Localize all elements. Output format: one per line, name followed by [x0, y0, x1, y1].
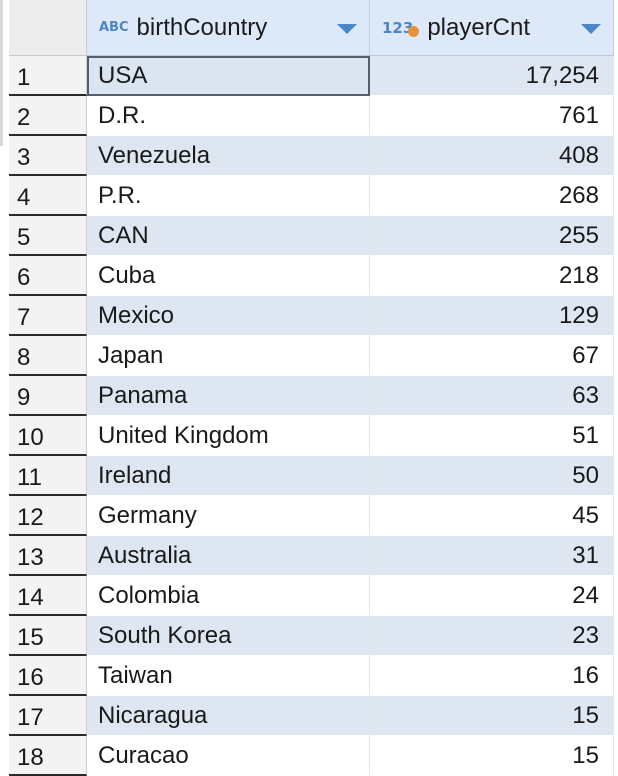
cell-playercnt[interactable]: 15	[370, 736, 614, 776]
cell-birthcountry[interactable]: Cuba	[87, 256, 370, 296]
table-row[interactable]: 4 P.R. 268	[0, 176, 618, 216]
table-row[interactable]: 3 Venezuela 408	[0, 136, 618, 176]
row-number[interactable]: 12	[9, 496, 87, 536]
cell-birthcountry[interactable]: Colombia	[87, 576, 370, 616]
panel-edge	[0, 0, 3, 146]
column-header-row: ABC birthCountry 123 playerCnt	[0, 0, 618, 56]
cell-playercnt[interactable]: 63	[370, 376, 614, 416]
cell-playercnt[interactable]: 761	[370, 96, 614, 136]
cell-birthcountry[interactable]: Mexico	[87, 296, 370, 336]
cell-birthcountry[interactable]: USA	[87, 56, 370, 96]
cell-birthcountry[interactable]: United Kingdom	[87, 416, 370, 456]
row-number[interactable]: 17	[9, 696, 87, 736]
cell-playercnt[interactable]: 45	[370, 496, 614, 536]
cell-playercnt[interactable]: 23	[370, 616, 614, 656]
cell-birthcountry[interactable]: CAN	[87, 216, 370, 256]
row-number[interactable]: 1	[9, 56, 87, 96]
cell-playercnt[interactable]: 17,254	[370, 56, 614, 96]
cell-playercnt[interactable]: 129	[370, 296, 614, 336]
row-number[interactable]: 2	[9, 96, 87, 136]
cell-playercnt[interactable]: 51	[370, 416, 614, 456]
row-number[interactable]: 8	[9, 336, 87, 376]
table-row[interactable]: 17 Nicaragua 15	[0, 696, 618, 736]
cell-birthcountry[interactable]: Taiwan	[87, 656, 370, 696]
table-row[interactable]: 12 Germany 45	[0, 496, 618, 536]
row-number[interactable]: 16	[9, 656, 87, 696]
grid-body: 1 USA 17,254 2 D.R. 761 3 Venezuela 408 4 P.R. 268 5…	[0, 56, 618, 776]
table-row[interactable]: 10 United Kingdom 51	[0, 416, 618, 456]
row-number[interactable]: 5	[9, 216, 87, 256]
table-row[interactable]: 8 Japan 67	[0, 336, 618, 376]
row-number[interactable]: 7	[9, 296, 87, 336]
row-number[interactable]: 15	[9, 616, 87, 656]
dropdown-arrow-icon[interactable]	[581, 24, 601, 34]
cell-birthcountry[interactable]: Nicaragua	[87, 696, 370, 736]
row-number[interactable]: 14	[9, 576, 87, 616]
grid-corner[interactable]	[9, 0, 87, 56]
row-number[interactable]: 4	[9, 176, 87, 216]
cell-playercnt[interactable]: 50	[370, 456, 614, 496]
table-row[interactable]: 7 Mexico 129	[0, 296, 618, 336]
cell-playercnt[interactable]: 408	[370, 136, 614, 176]
column-title: birthCountry	[136, 13, 268, 41]
cell-birthcountry[interactable]: Venezuela	[87, 136, 370, 176]
cell-playercnt[interactable]: 218	[370, 256, 614, 296]
cell-birthcountry[interactable]: South Korea	[87, 616, 370, 656]
cell-birthcountry[interactable]: Australia	[87, 536, 370, 576]
column-title: playerCnt	[427, 13, 531, 41]
row-number[interactable]: 18	[9, 736, 87, 776]
table-row[interactable]: 11 Ireland 50	[0, 456, 618, 496]
table-row[interactable]: 2 D.R. 761	[0, 96, 618, 136]
cell-birthcountry[interactable]: Panama	[87, 376, 370, 416]
table-row[interactable]: 13 Australia 31	[0, 536, 618, 576]
cell-birthcountry[interactable]: D.R.	[87, 96, 370, 136]
cell-playercnt[interactable]: 268	[370, 176, 614, 216]
cell-playercnt[interactable]: 15	[370, 696, 614, 736]
row-number[interactable]: 10	[9, 416, 87, 456]
table-row[interactable]: 6 Cuba 218	[0, 256, 618, 296]
cell-birthcountry[interactable]: P.R.	[87, 176, 370, 216]
cell-birthcountry[interactable]: Ireland	[87, 456, 370, 496]
cell-playercnt[interactable]: 67	[370, 336, 614, 376]
table-row[interactable]: 18 Curacao 15	[0, 736, 618, 776]
table-row[interactable]: 1 USA 17,254	[0, 56, 618, 96]
table-row[interactable]: 16 Taiwan 16	[0, 656, 618, 696]
cell-birthcountry[interactable]: Curacao	[87, 736, 370, 776]
column-header-birthcountry[interactable]: ABC birthCountry	[87, 0, 370, 56]
column-header-playercnt[interactable]: 123 playerCnt	[370, 0, 614, 56]
cell-playercnt[interactable]: 16	[370, 656, 614, 696]
dropdown-arrow-icon[interactable]	[337, 24, 357, 34]
row-number[interactable]: 3	[9, 136, 87, 176]
cell-playercnt[interactable]: 31	[370, 536, 614, 576]
row-number[interactable]: 11	[9, 456, 87, 496]
cell-birthcountry[interactable]: Germany	[87, 496, 370, 536]
string-type-icon: ABC	[99, 20, 129, 35]
numeric-type-icon: 123	[382, 18, 420, 37]
numeric-type-label: 123	[382, 18, 414, 37]
row-number[interactable]: 6	[9, 256, 87, 296]
cell-playercnt[interactable]: 255	[370, 216, 614, 256]
table-row[interactable]: 14 Colombia 24	[0, 576, 618, 616]
table-row[interactable]: 9 Panama 63	[0, 376, 618, 416]
cell-playercnt[interactable]: 24	[370, 576, 614, 616]
row-number[interactable]: 9	[9, 376, 87, 416]
table-row[interactable]: 15 South Korea 23	[0, 616, 618, 656]
row-number[interactable]: 13	[9, 536, 87, 576]
cell-birthcountry[interactable]: Japan	[87, 336, 370, 376]
numeric-dot-icon	[408, 25, 420, 37]
table-row[interactable]: 5 CAN 255	[0, 216, 618, 256]
